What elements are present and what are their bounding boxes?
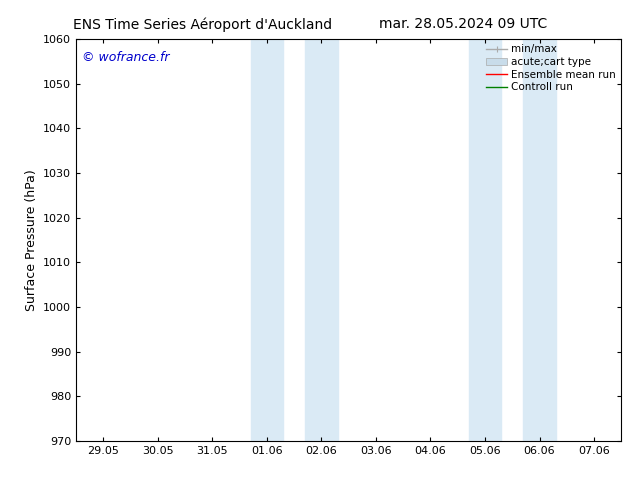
Text: ENS Time Series Aéroport d'Auckland: ENS Time Series Aéroport d'Auckland: [74, 17, 332, 32]
Bar: [523, 39, 556, 441]
Text: mar. 28.05.2024 09 UTC: mar. 28.05.2024 09 UTC: [378, 17, 547, 31]
Bar: [250, 39, 283, 441]
Bar: [469, 39, 501, 441]
Bar: [305, 39, 338, 441]
Text: © wofrance.fr: © wofrance.fr: [82, 51, 169, 64]
Legend: min/max, acute;cart type, Ensemble mean run, Controll run: min/max, acute;cart type, Ensemble mean …: [484, 42, 618, 94]
Y-axis label: Surface Pressure (hPa): Surface Pressure (hPa): [25, 169, 37, 311]
